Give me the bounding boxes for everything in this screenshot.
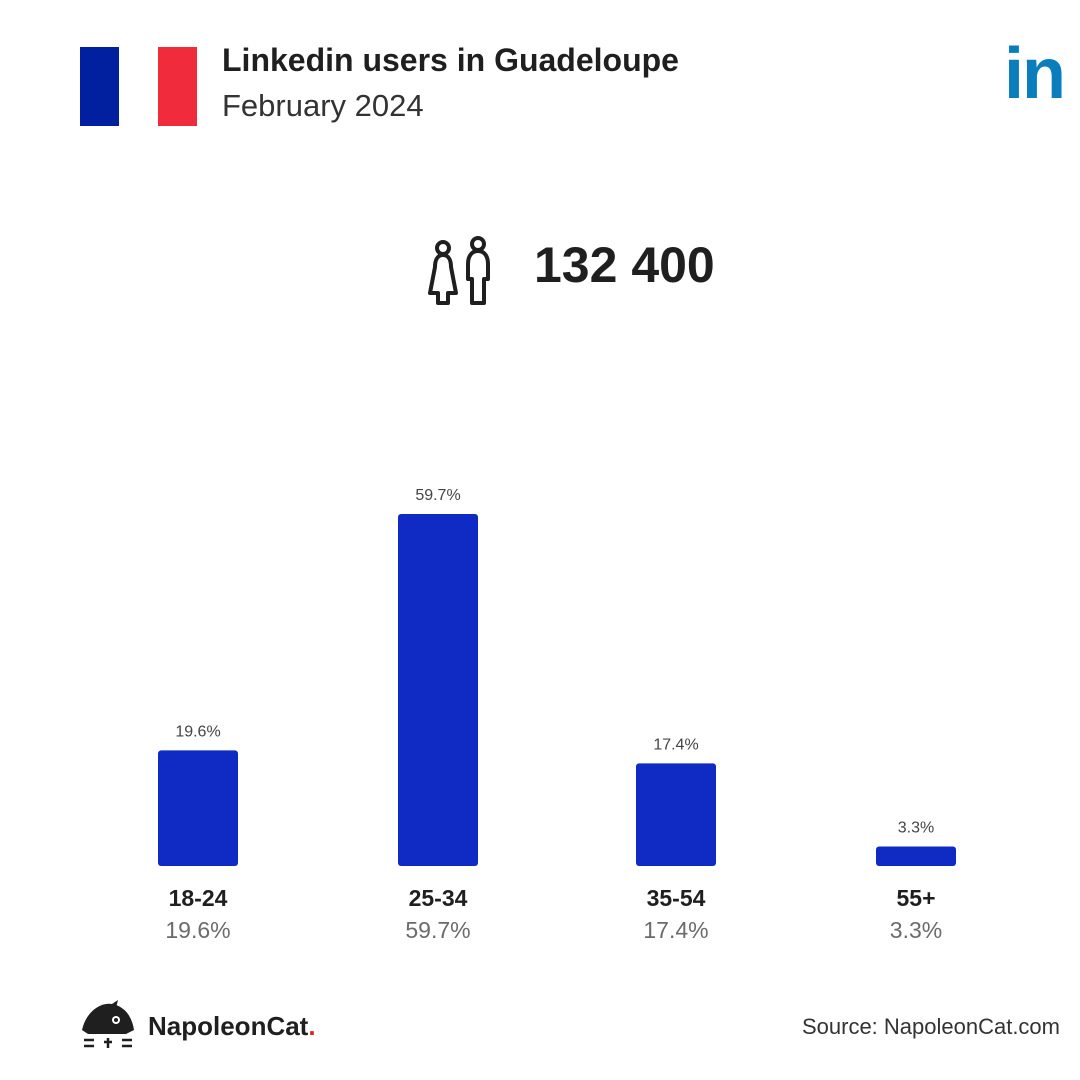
- bar-25-34: [398, 514, 478, 866]
- footer-brand-dot: .: [308, 1010, 316, 1041]
- bar-value-label: 3.3%: [898, 820, 934, 837]
- total-users-value: 132 400: [534, 237, 715, 293]
- footer-brand-text: NapoleonCat: [148, 1010, 309, 1041]
- flag-stripe-red: [158, 47, 197, 126]
- flag-stripe-white: [119, 47, 158, 126]
- category-percent: 59.7%: [405, 917, 470, 943]
- napoleoncat-cat-icon: [82, 1000, 134, 1048]
- bar-value-label: 19.6%: [175, 723, 220, 740]
- category-percent: 19.6%: [165, 917, 230, 943]
- flag-stripe-blue: [80, 47, 119, 126]
- category-label: 18-24: [169, 885, 228, 911]
- category-label: 25-34: [409, 885, 468, 911]
- bar-value-label: 59.7%: [415, 487, 460, 504]
- category-label: 35-54: [647, 885, 706, 911]
- page-subtitle: February 2024: [222, 88, 424, 123]
- category-label: 55+: [896, 885, 935, 911]
- bar-18-24: [158, 750, 238, 866]
- users-icon: [428, 236, 490, 305]
- napoleoncat-logo: NapoleonCat.: [78, 1000, 316, 1052]
- bar-value-label: 17.4%: [653, 736, 698, 753]
- age-distribution-chart: 19.6% 18-24 19.6% 59.7% 25-34 59.7% 17.4% 35-54…: [158, 487, 956, 943]
- category-percent: 3.3%: [890, 917, 942, 943]
- page-title: Linkedin users in Guadeloupe: [222, 42, 679, 78]
- source-text: Source: NapoleonCat.com: [801, 1014, 1060, 1039]
- bar-55+: [876, 846, 956, 866]
- bar-35-54: [636, 763, 716, 866]
- country-flag: [80, 47, 197, 126]
- linkedin-logo-icon: in: [1004, 34, 1066, 114]
- category-percent: 17.4%: [643, 917, 708, 943]
- footer-brand-name: NapoleonCat.: [148, 1011, 316, 1042]
